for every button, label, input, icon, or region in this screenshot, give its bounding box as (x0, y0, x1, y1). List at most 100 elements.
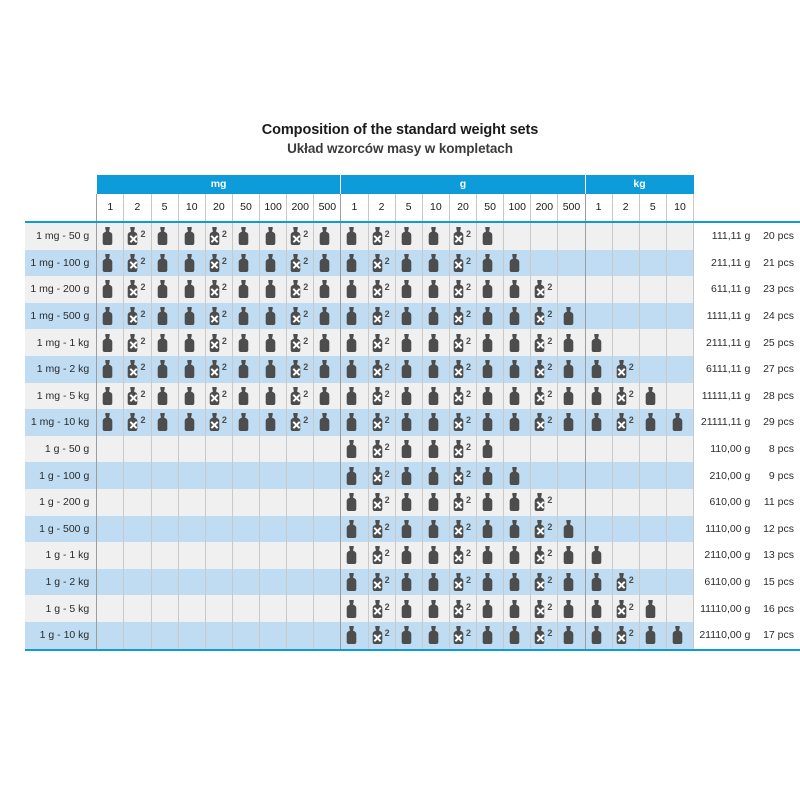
weight-cell-single (231, 329, 260, 356)
weight-cell-single (231, 382, 260, 410)
table-row: 1 g - 5 kg 2 2 2 2 11110,00 g 16 pcs (25, 595, 800, 622)
header-corner-spacer (25, 175, 97, 194)
weight-cell-single (313, 302, 341, 330)
weight-icon (560, 519, 582, 539)
weight-icon (398, 253, 420, 273)
denomination-header-3: 10 (177, 194, 206, 222)
row-total-mass: 1111,11 g (706, 310, 751, 323)
weight-icon (398, 572, 420, 592)
weight-icon (316, 359, 338, 379)
multiplier-label: 2 (221, 388, 227, 399)
multiply-icon (373, 393, 382, 402)
weight-icon (316, 253, 338, 273)
weight-cell-single (177, 221, 206, 250)
weight-icon (425, 306, 447, 326)
weight-cell-empty (286, 488, 314, 516)
weight-cell-double: 2 (367, 355, 396, 383)
weight-icon (479, 625, 501, 645)
multiply-icon (129, 314, 138, 323)
multiply-icon (536, 606, 545, 615)
weight-cell-empty (665, 568, 695, 596)
weight-cell-double: 2 (367, 488, 396, 516)
weight-icon-x2: 2 (371, 306, 393, 326)
multiplier-label: 2 (465, 335, 471, 346)
weight-cell-double: 2 (611, 355, 640, 383)
multiplier-label: 2 (628, 362, 634, 373)
multiply-icon (129, 393, 138, 402)
weight-icon-x2: 2 (452, 492, 474, 512)
weight-icon (506, 386, 528, 406)
weight-cell-double: 2 (367, 329, 396, 356)
multiplier-label: 2 (628, 601, 634, 612)
weight-cell-double: 2 (448, 595, 477, 622)
weight-icon-x2: 2 (208, 253, 230, 273)
weight-cell-double: 2 (204, 302, 233, 330)
weight-cell-single (421, 488, 450, 516)
weight-icon (398, 439, 420, 459)
weight-icon-x2: 2 (533, 386, 555, 406)
multiply-icon (292, 420, 301, 429)
weight-cell-single (476, 462, 504, 489)
weight-icon (506, 599, 528, 619)
row-label: 1 mg - 200 g (25, 276, 97, 303)
weight-icon (343, 412, 365, 432)
weight-icon (343, 279, 365, 299)
weight-icon (343, 386, 365, 406)
weight-cell-double: 2 (448, 329, 477, 356)
multiplier-label: 2 (303, 229, 309, 240)
weight-cell-single (394, 462, 423, 489)
row-total-pieces: 16 pcs (763, 602, 794, 615)
weight-icon-x2: 2 (289, 359, 311, 379)
weight-cell-double: 2 (530, 488, 558, 516)
weight-cell-empty (123, 462, 152, 489)
weight-icon (99, 226, 121, 246)
weight-icon (343, 439, 365, 459)
multiplier-label: 2 (384, 335, 390, 346)
weight-cell-double: 2 (204, 329, 233, 356)
page-title: Composition of the standard weight sets (261, 122, 539, 138)
weight-cell-empty (286, 462, 314, 489)
weight-icon-x2: 2 (371, 386, 393, 406)
weight-cell-empty (638, 276, 667, 303)
row-total-pieces: 29 pcs (763, 416, 794, 429)
weight-cell-empty (96, 435, 124, 463)
weight-cell-double: 2 (286, 382, 314, 410)
weight-icon-x2: 2 (533, 572, 555, 592)
weight-cell-double: 2 (611, 568, 640, 596)
weight-cell-single (584, 409, 613, 436)
weight-cell-double: 2 (530, 515, 558, 543)
weight-cell-double: 2 (204, 249, 233, 277)
weight-cell-single (421, 515, 450, 543)
weight-cell-double: 2 (448, 249, 477, 277)
weight-cell-empty (286, 595, 314, 622)
weight-cell-single (231, 302, 260, 330)
multiplier-label: 2 (465, 362, 471, 373)
weight-cell-double: 2 (367, 382, 396, 410)
multiplier-label: 2 (221, 255, 227, 266)
weight-icon (479, 466, 501, 486)
multiply-icon (210, 367, 219, 376)
multiplier-label: 2 (140, 309, 146, 320)
weight-icon (479, 306, 501, 326)
weight-icon (479, 439, 501, 459)
table-row: 1 g - 2 kg 2 2 2 2 6110,00 g 15 pcs (25, 568, 800, 596)
multiply-icon (373, 234, 382, 243)
weight-cell-empty (584, 515, 613, 543)
multiply-icon (129, 287, 138, 296)
weight-cell-single (340, 462, 369, 489)
weight-icon-x2: 2 (452, 386, 474, 406)
weight-cell-double: 2 (448, 355, 477, 383)
weight-icon (99, 412, 121, 432)
multiplier-label: 2 (221, 335, 227, 346)
weight-icon-x2: 2 (126, 333, 148, 353)
multiply-icon (454, 287, 463, 296)
weight-cell-single (421, 249, 450, 277)
weight-cell-double: 2 (530, 568, 558, 596)
multiply-icon (210, 260, 219, 269)
weight-cell-double: 2 (611, 621, 640, 651)
weight-cell-single (259, 221, 287, 250)
weight-icon (398, 599, 420, 619)
row-total-pieces: 8 pcs (768, 443, 794, 456)
weight-icon (181, 253, 203, 273)
weight-icon (425, 386, 447, 406)
